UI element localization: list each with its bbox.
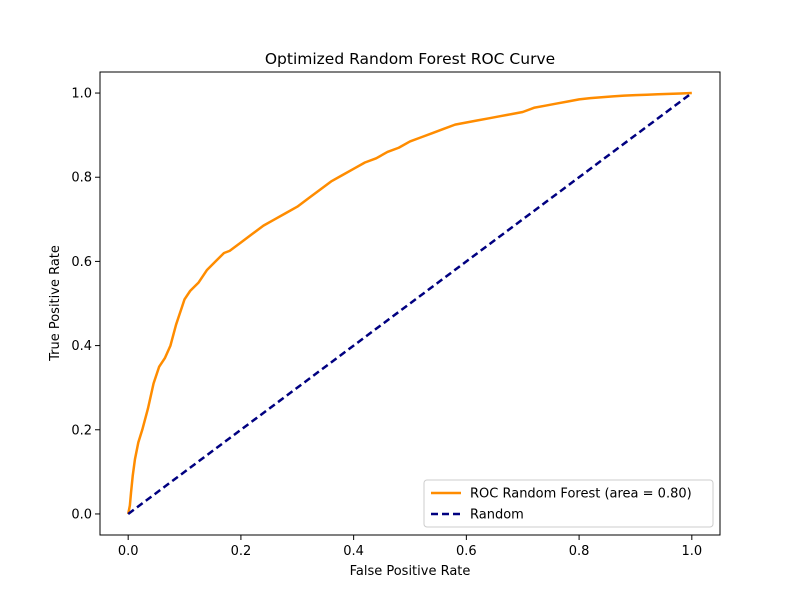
y-tick-label: 0.4 xyxy=(71,339,92,354)
y-axis-label: True Positive Rate xyxy=(48,245,63,362)
y-tick-label: 0.2 xyxy=(71,423,92,438)
x-tick-label: 0.8 xyxy=(569,544,590,559)
series-lines xyxy=(126,91,693,515)
random-baseline-line xyxy=(127,92,693,515)
x-axis-label: False Positive Rate xyxy=(350,564,471,579)
legend: ROC Random Forest (area = 0.80) Random xyxy=(423,479,714,528)
x-tick-label: 0.4 xyxy=(343,544,364,559)
y-tick-label: 0.6 xyxy=(71,255,92,270)
x-tick-label: 0.2 xyxy=(231,544,252,559)
x-tick-label: 0.0 xyxy=(118,544,139,559)
y-tick-label: 0.8 xyxy=(71,171,92,186)
roc-curve-line xyxy=(126,91,692,515)
legend-label-roc: ROC Random Forest (area = 0.80) xyxy=(470,487,692,502)
x-tick-label: 1.0 xyxy=(681,544,702,559)
y-tick-label: 0.0 xyxy=(71,507,92,522)
axis-ticks: 0.0 0.2 0.4 0.6 0.8 1.0 0.0 0.2 0.4 0.6 0.8 1.0 xyxy=(71,87,702,559)
chart-title: Optimized Random Forest ROC Curve xyxy=(265,50,555,68)
legend-label-random: Random xyxy=(470,508,524,523)
legend-box xyxy=(423,479,714,528)
y-tick-label: 1.0 xyxy=(71,87,92,102)
x-tick-label: 0.6 xyxy=(456,544,477,559)
